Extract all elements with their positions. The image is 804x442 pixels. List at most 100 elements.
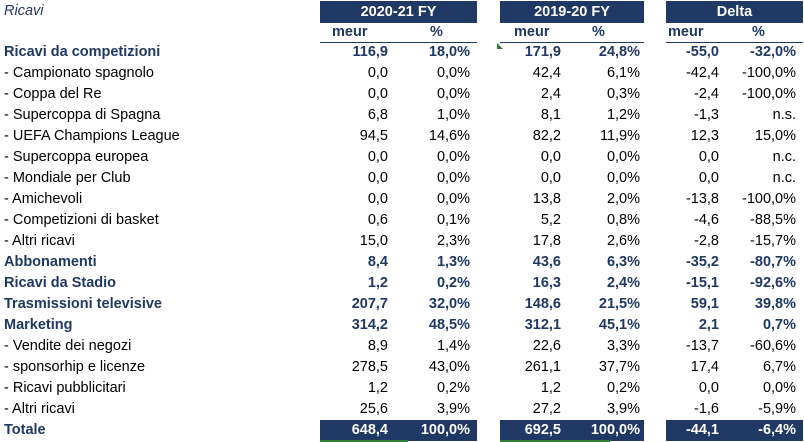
- value-cell: 14,6%: [428, 128, 470, 144]
- value-cell: 1,3%: [436, 254, 470, 270]
- value-cell: 8,4: [367, 254, 388, 270]
- row-label: - Vendite dei negozi: [4, 338, 132, 354]
- value-cell: 0,0: [698, 380, 719, 396]
- value-cell: 22,6: [532, 338, 561, 354]
- value-cell: 82,2: [532, 128, 561, 144]
- value-cell: 2,4%: [606, 275, 640, 291]
- value-cell: -4,6: [694, 212, 719, 228]
- value-cell: 0,0: [367, 170, 388, 186]
- value-cell: 11,9%: [599, 128, 640, 144]
- value-cell: -55,0: [685, 44, 719, 60]
- value-cell: -32,0%: [750, 44, 796, 60]
- row-label: - sponsorhip e licenze: [4, 359, 146, 375]
- value-cell: 94,5: [359, 128, 388, 144]
- value-cell: 16,3: [532, 275, 561, 291]
- value-cell: 2,3%: [436, 233, 470, 249]
- value-cell: -1,6: [694, 401, 719, 417]
- value-cell: 2,0%: [606, 191, 640, 207]
- column-subheader: %: [430, 24, 443, 40]
- group-header: 2019-20 FY: [500, 1, 644, 23]
- total-value-cell: -6,4%: [758, 422, 796, 438]
- total-accent: [500, 440, 610, 442]
- value-cell: 207,7: [351, 296, 388, 312]
- value-cell: 0,0: [367, 191, 388, 207]
- row-label: - Ricavi pubblicitari: [4, 380, 126, 396]
- column-subheader: %: [592, 24, 605, 40]
- value-cell: 21,5%: [598, 296, 640, 312]
- row-label: - Supercoppa di Spagna: [4, 107, 161, 123]
- row-label: - Coppa del Re: [4, 86, 102, 102]
- value-cell: 0,0: [367, 149, 388, 165]
- row-label: - Supercoppa europea: [4, 149, 149, 165]
- total-accent: [320, 440, 408, 442]
- value-cell: 278,5: [351, 359, 388, 375]
- value-cell: 3,3%: [606, 338, 640, 354]
- value-cell: 39,8%: [754, 296, 796, 312]
- value-cell: 1,2: [367, 380, 388, 396]
- value-cell: -60,6%: [750, 338, 796, 354]
- column-subheader: meur: [332, 24, 368, 40]
- value-cell: 0,3%: [606, 86, 640, 102]
- value-cell: -100,0%: [741, 191, 796, 207]
- value-cell: 6,3%: [606, 254, 640, 270]
- value-cell: 3,9%: [606, 401, 640, 417]
- group-header: 2020-21 FY: [320, 1, 477, 23]
- value-cell: 27,2: [532, 401, 561, 417]
- value-cell: 42,4: [532, 65, 561, 81]
- value-cell: 0,2%: [436, 275, 470, 291]
- cell-marker: [497, 43, 503, 49]
- value-cell: -15,1: [685, 275, 719, 291]
- value-cell: 0,0%: [606, 170, 640, 186]
- value-cell: 0,0%: [436, 191, 470, 207]
- table-title: Ricavi: [4, 3, 44, 19]
- row-label: Trasmissioni televisive: [4, 296, 162, 312]
- value-cell: n.c.: [772, 170, 796, 186]
- value-cell: 0,0%: [762, 380, 796, 396]
- value-cell: 0,2%: [606, 380, 640, 396]
- column-subheader: %: [752, 24, 765, 40]
- value-cell: 0,0%: [436, 149, 470, 165]
- value-cell: 2,1: [698, 317, 719, 333]
- row-label: - UEFA Champions League: [4, 128, 180, 144]
- value-cell: -100,0%: [741, 86, 796, 102]
- total-background: [500, 420, 644, 441]
- value-cell: 0,8%: [606, 212, 640, 228]
- total-value-cell: 100,0%: [420, 422, 470, 438]
- value-cell: 8,1: [540, 107, 561, 123]
- value-cell: n.s.: [772, 107, 796, 123]
- value-cell: 43,6: [532, 254, 561, 270]
- value-cell: 0,0: [698, 170, 719, 186]
- value-cell: -1,3: [694, 107, 719, 123]
- value-cell: 6,7%: [762, 359, 796, 375]
- value-cell: -92,6%: [750, 275, 796, 291]
- value-cell: -42,4: [685, 65, 719, 81]
- value-cell: -13,7: [685, 338, 719, 354]
- value-cell: 261,1: [524, 359, 561, 375]
- value-cell: 0,1%: [436, 212, 470, 228]
- value-cell: 0,0: [540, 149, 561, 165]
- value-cell: 25,6: [359, 401, 388, 417]
- value-cell: -2,4: [694, 86, 719, 102]
- column-subheader: meur: [514, 24, 550, 40]
- value-cell: 15,0: [359, 233, 388, 249]
- total-label: Totale: [4, 422, 46, 438]
- value-cell: 43,0%: [428, 359, 470, 375]
- value-cell: 24,8%: [598, 44, 640, 60]
- value-cell: 1,4%: [436, 338, 470, 354]
- header-rule: [320, 42, 477, 43]
- header-rule: [500, 42, 644, 43]
- value-cell: 0,0%: [436, 86, 470, 102]
- total-value-cell: 648,4: [351, 422, 388, 438]
- total-value-cell: -44,1: [685, 422, 719, 438]
- value-cell: 0,0: [540, 170, 561, 186]
- value-cell: -35,2: [685, 254, 719, 270]
- value-cell: 6,8: [367, 107, 388, 123]
- value-cell: -13,8: [685, 191, 719, 207]
- value-cell: 0,0%: [606, 149, 640, 165]
- value-cell: 0,7%: [762, 317, 796, 333]
- value-cell: 15,0%: [754, 128, 796, 144]
- value-cell: 18,0%: [428, 44, 470, 60]
- row-label: - Altri ricavi: [4, 233, 75, 249]
- value-cell: 0,0: [367, 86, 388, 102]
